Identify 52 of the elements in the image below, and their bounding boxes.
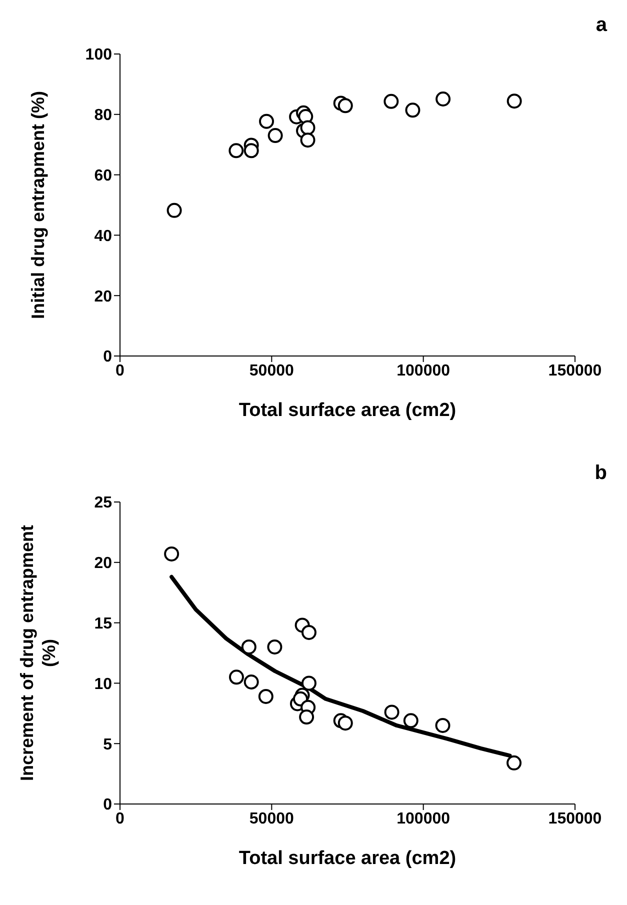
point xyxy=(244,674,259,690)
point xyxy=(506,94,522,109)
point xyxy=(338,98,353,114)
chart-title: b xyxy=(594,462,607,485)
x-tick-label: 50000 xyxy=(249,810,294,828)
y-tick-label: 5 xyxy=(103,736,112,754)
point xyxy=(338,716,353,731)
x-tick-label: 50000 xyxy=(249,362,294,380)
chart-title: a xyxy=(596,14,607,37)
y-tick-label: 100 xyxy=(85,46,112,64)
point xyxy=(164,546,180,562)
point xyxy=(228,670,244,685)
y-axis-title: Increment of drug entrapment (%) xyxy=(17,524,59,782)
x-tick-label: 0 xyxy=(116,362,125,380)
y-tick-label: 15 xyxy=(94,615,112,632)
point xyxy=(244,143,259,158)
point xyxy=(241,639,256,654)
x-tick-label: 150000 xyxy=(548,810,602,828)
point xyxy=(300,132,316,148)
y-tick-label: 0 xyxy=(103,348,112,366)
y-tick-label: 40 xyxy=(94,228,112,245)
x-axis-title: Total surface area (cm2) xyxy=(238,400,456,421)
y-tick-label: 60 xyxy=(94,167,112,184)
point xyxy=(259,114,274,129)
point xyxy=(506,755,522,770)
y-axis-title: Initial drug entrapment (%) xyxy=(28,90,48,320)
x-tick-label: 100000 xyxy=(396,810,450,828)
point xyxy=(228,143,244,158)
point xyxy=(267,639,282,654)
x-tick-label: 0 xyxy=(116,810,125,828)
y-tick-label: 0 xyxy=(103,796,112,814)
point xyxy=(384,704,400,720)
y-tick-label: 80 xyxy=(94,107,112,124)
point xyxy=(405,102,420,118)
point xyxy=(384,94,399,109)
point xyxy=(268,128,283,144)
y-tick-label: 25 xyxy=(94,494,112,512)
y-tick-label: 20 xyxy=(94,288,112,306)
point xyxy=(403,713,418,728)
point xyxy=(300,120,316,136)
y-tick-label: 20 xyxy=(94,555,112,572)
x-tick-label: 150000 xyxy=(548,362,602,380)
y-tick-label: 10 xyxy=(94,676,112,693)
point xyxy=(166,202,182,218)
point xyxy=(436,92,451,106)
point xyxy=(299,710,314,725)
point xyxy=(435,718,450,733)
x-tick-label: 100000 xyxy=(396,362,450,380)
point xyxy=(258,688,274,704)
point xyxy=(301,676,316,691)
x-axis-title: Total surface area (cm2) xyxy=(238,848,456,869)
point xyxy=(301,624,316,640)
